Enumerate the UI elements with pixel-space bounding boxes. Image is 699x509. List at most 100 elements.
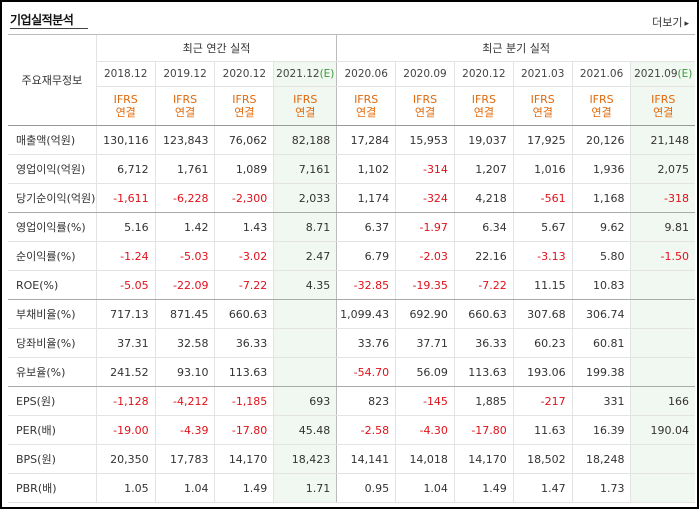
- table-cell: [273, 328, 337, 358]
- row-header-label: 주요재무정보: [8, 34, 97, 126]
- table-cell: -1.24: [95, 241, 156, 271]
- table-cell: -54.70: [336, 357, 396, 387]
- table-cell: -4.30: [395, 415, 455, 445]
- period-header: 2020.12: [214, 61, 274, 87]
- table-cell: 9.62: [571, 212, 631, 242]
- table-cell: [630, 357, 695, 387]
- table-cell: [630, 299, 695, 329]
- table-cell: 45.48: [273, 415, 337, 445]
- table-cell: -17.80: [214, 415, 274, 445]
- period-header: 2020.12: [453, 61, 514, 87]
- table-cell: -1.50: [630, 241, 695, 271]
- table-cell: 60.81: [571, 328, 631, 358]
- row-label: PBR(배): [8, 473, 97, 503]
- table-cell: -1.97: [395, 212, 455, 242]
- table-cell: 113.63: [453, 357, 514, 387]
- table-cell: 331: [571, 386, 631, 416]
- table-cell: -5.05: [95, 270, 156, 300]
- table-cell: 193.06: [512, 357, 573, 387]
- financial-table: 주요재무정보 최근 연간 실적 최근 분기 실적 2018.12 2019.12 2…: [8, 34, 695, 503]
- standard-ifrs: IFRS: [530, 93, 555, 106]
- table-cell: 5.80: [571, 241, 631, 271]
- table-cell: 1.43: [214, 212, 274, 242]
- accounting-standard-cell: IFRS 연결: [512, 86, 573, 126]
- table-cell: 8.71: [273, 212, 337, 242]
- table-cell: 9.81: [630, 212, 695, 242]
- table-cell: 1,099.43: [336, 299, 396, 329]
- accounting-standard-row: IFRS 연결 IFRS 연결 IFRS 연결 IFRS 연결 IFRS 연결 IFRS 연결 IFRS…: [8, 86, 695, 126]
- more-link[interactable]: 더보기 ▸: [652, 14, 689, 30]
- period-label: 2021.12: [276, 68, 320, 80]
- table-cell: 21,148: [630, 125, 695, 155]
- table-cell: -4,212: [154, 386, 215, 416]
- table-cell: 10.83: [571, 270, 631, 300]
- table-cell: -145: [395, 386, 455, 416]
- table-cell: 6.79: [336, 241, 396, 271]
- period-label: 2021.09: [634, 68, 678, 80]
- table-cell: 4.35: [273, 270, 337, 300]
- table-cell: 1.04: [154, 473, 215, 503]
- table-row: 영업이익(억원) 6,712 1,761 1,089 7,161 1,102 -314 1,2…: [8, 154, 695, 184]
- table-cell: -5.03: [154, 241, 215, 271]
- table-cell: 1,207: [453, 154, 514, 184]
- period-label: 2018.12: [103, 68, 148, 80]
- table-cell: 1.49: [214, 473, 274, 503]
- table-cell: 4,218: [453, 183, 514, 213]
- table-cell: -217: [512, 386, 573, 416]
- standard-ifrs: IFRS: [589, 93, 614, 106]
- accounting-standard-cell: IFRS 연결: [630, 86, 695, 126]
- table-cell: 1.49: [453, 473, 514, 503]
- period-label: 2020.12: [222, 68, 267, 80]
- table-cell: 14,170: [453, 444, 514, 474]
- accounting-standard-cell: IFRS 연결: [571, 86, 631, 126]
- standard-consolidated: 연결: [414, 106, 436, 119]
- standard-consolidated: 연결: [174, 106, 196, 119]
- row-label: 순이익률(%): [8, 241, 97, 271]
- accounting-standard-cell: IFRS 연결: [395, 86, 455, 126]
- table-cell: -6,228: [154, 183, 215, 213]
- table-cell: 11.15: [512, 270, 573, 300]
- table-cell: 0.95: [336, 473, 396, 503]
- table-cell: [630, 270, 695, 300]
- table-cell: -2,300: [214, 183, 274, 213]
- standard-ifrs: IFRS: [172, 93, 198, 106]
- table-cell: 307.68: [512, 299, 573, 329]
- table-cell: 113.63: [214, 357, 274, 387]
- estimate-mark: (E): [677, 68, 693, 80]
- period-header: 2020.09: [395, 61, 455, 87]
- table-cell: 18,502: [512, 444, 573, 474]
- table-cell: 692.90: [395, 299, 455, 329]
- table-row: EPS(원) -1,128 -4,212 -1,185 693 823 -145 1,885-…: [8, 386, 695, 416]
- table-cell: -2.58: [336, 415, 396, 445]
- period-header: 2021.09(E): [630, 61, 695, 87]
- row-label: PER(배): [8, 415, 97, 445]
- period-header: 2021.03: [512, 61, 573, 87]
- table-row: 순이익률(%) -1.24 -5.03 -3.02 2.47 6.79 -2.03 22.16…: [8, 241, 695, 271]
- table-cell: [273, 299, 337, 329]
- table-cell: 1,885: [453, 386, 514, 416]
- row-label: 당좌비율(%): [8, 328, 97, 358]
- table-cell: 1.04: [395, 473, 455, 503]
- more-link-label[interactable]: 더보기: [652, 16, 683, 29]
- table-cell: 130,116: [95, 125, 156, 155]
- table-cell: 14,141: [336, 444, 396, 474]
- table-row: 당좌비율(%) 37.31 32.58 36.33 33.76 37.71 36.33 60.…: [8, 328, 695, 358]
- table-row: PBR(배) 1.05 1.04 1.49 1.71 0.95 1.04 1.49 1.47 1.…: [8, 473, 695, 503]
- table-cell: 1.42: [154, 212, 215, 242]
- table-cell: 693: [273, 386, 337, 416]
- table-cell: -2.03: [395, 241, 455, 271]
- table-cell: 1.05: [95, 473, 156, 503]
- table-cell: [630, 473, 695, 503]
- table-cell: 1,936: [571, 154, 631, 184]
- period-header: 2020.06: [336, 61, 396, 87]
- table-cell: 18,248: [571, 444, 631, 474]
- table-cell: -1,611: [95, 183, 156, 213]
- table-cell: [273, 357, 337, 387]
- table-cell: 17,783: [154, 444, 215, 474]
- table-cell: 123,843: [154, 125, 215, 155]
- table-cell: 14,170: [214, 444, 274, 474]
- table-cell: 2,075: [630, 154, 695, 184]
- table-cell: 166: [630, 386, 695, 416]
- table-cell: 823: [336, 386, 396, 416]
- table-cell: -561: [512, 183, 573, 213]
